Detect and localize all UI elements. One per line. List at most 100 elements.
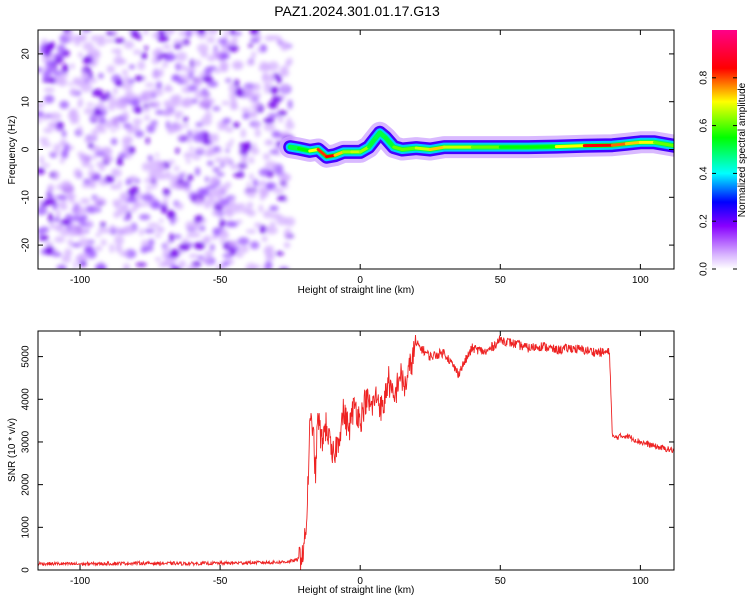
noise-blob — [184, 187, 192, 193]
noise-blob — [192, 155, 201, 160]
noise-blob — [269, 205, 279, 212]
spectrogram-y-axis-label: Frequency (Hz) — [7, 116, 18, 185]
noise-blob — [155, 81, 163, 90]
x-tick-label: 0 — [357, 275, 363, 286]
noise-blob — [201, 92, 208, 99]
noise-blob — [263, 123, 276, 132]
noise-blob — [274, 97, 282, 103]
noise-blob — [266, 182, 274, 191]
noise-blob — [235, 62, 241, 69]
noise-blob — [94, 173, 102, 181]
noise-blob — [264, 160, 277, 170]
track-segment — [400, 146, 418, 151]
noise-blob — [269, 35, 281, 40]
noise-blob — [39, 155, 45, 165]
noise-blob — [91, 155, 97, 160]
noise-blob — [252, 178, 258, 188]
noise-blob — [105, 38, 114, 43]
noise-blob — [239, 148, 248, 155]
noise-blob — [53, 171, 59, 178]
noise-blob — [110, 138, 118, 146]
noise-blob — [56, 127, 61, 132]
noise-blob — [170, 263, 177, 269]
noise-blob — [44, 48, 51, 57]
noise-blob — [141, 162, 150, 172]
snr-plot-area — [38, 331, 674, 570]
noise-blob — [222, 156, 232, 166]
noise-blob — [55, 209, 61, 219]
noise-blob — [186, 159, 191, 164]
spectrogram-y-ticks: -20 -10 0 10 20 — [21, 48, 674, 252]
noise-blob — [275, 251, 284, 256]
noise-blob — [204, 250, 214, 258]
noise-blob — [248, 156, 255, 164]
noise-blob — [163, 100, 169, 107]
track-segment — [554, 144, 586, 149]
noise-blob — [87, 48, 100, 58]
noise-blob — [217, 126, 226, 131]
noise-blob — [225, 143, 233, 148]
noise-blob — [139, 214, 151, 221]
noise-blob — [178, 260, 187, 269]
noise-blob — [258, 168, 271, 177]
noise-blob — [61, 130, 67, 138]
figure-title: PAZ1.2024.301.01.17.G13 — [274, 3, 440, 19]
noise-blob — [112, 30, 118, 35]
noise-blob — [249, 30, 260, 36]
noise-blob — [264, 260, 273, 269]
noise-blob — [150, 201, 162, 210]
noise-blob — [116, 205, 128, 216]
noise-blob — [169, 181, 179, 190]
noise-blob — [250, 104, 262, 110]
noise-blob — [155, 152, 159, 158]
noise-blob — [204, 176, 209, 183]
track-segment — [428, 145, 446, 151]
noise-blob — [100, 222, 106, 227]
noise-blob — [145, 185, 156, 190]
noise-blob — [276, 75, 282, 84]
noise-blob — [87, 219, 93, 229]
noise-blob — [70, 109, 76, 119]
noise-blob — [43, 87, 55, 93]
noise-blob — [184, 99, 193, 108]
noise-blob — [261, 189, 269, 198]
noise-blob — [64, 30, 74, 39]
track-segment — [333, 150, 345, 157]
noise-blob — [38, 206, 48, 216]
noise-blob — [271, 130, 281, 139]
noise-blob — [246, 182, 252, 188]
noise-blob — [241, 87, 252, 97]
noise-blob — [56, 44, 66, 54]
noise-blob — [184, 179, 191, 190]
noise-blob — [79, 154, 91, 164]
noise-blob — [250, 241, 260, 250]
noise-blob — [38, 228, 43, 234]
noise-blob — [252, 92, 262, 98]
noise-blob — [73, 168, 82, 179]
noise-blob — [206, 36, 216, 43]
noise-blob — [187, 264, 199, 269]
noise-blob — [269, 221, 276, 228]
noise-blob — [279, 41, 290, 51]
noise-blob — [97, 226, 107, 234]
noise-blob — [185, 221, 197, 230]
noise-blob — [53, 143, 61, 153]
noise-blob — [45, 245, 54, 256]
noise-blob — [201, 75, 214, 83]
noise-blob — [48, 212, 53, 223]
colorbar-label: Normalized spectral amplitude — [737, 82, 748, 217]
noise-blob — [237, 237, 250, 246]
noise-blob — [111, 168, 122, 178]
noise-blob — [220, 219, 226, 226]
x-tick-label: 50 — [495, 576, 507, 587]
noise-blob — [61, 254, 72, 264]
noise-blob — [189, 146, 194, 152]
colorbar-tick-label: 0.8 — [699, 70, 710, 84]
noise-blob — [200, 50, 209, 58]
noise-blob — [272, 187, 284, 194]
noise-blob — [212, 177, 218, 184]
noise-blob — [200, 257, 212, 263]
noise-blob — [154, 89, 164, 97]
noise-blob — [120, 192, 127, 199]
noise-blob — [82, 56, 94, 65]
